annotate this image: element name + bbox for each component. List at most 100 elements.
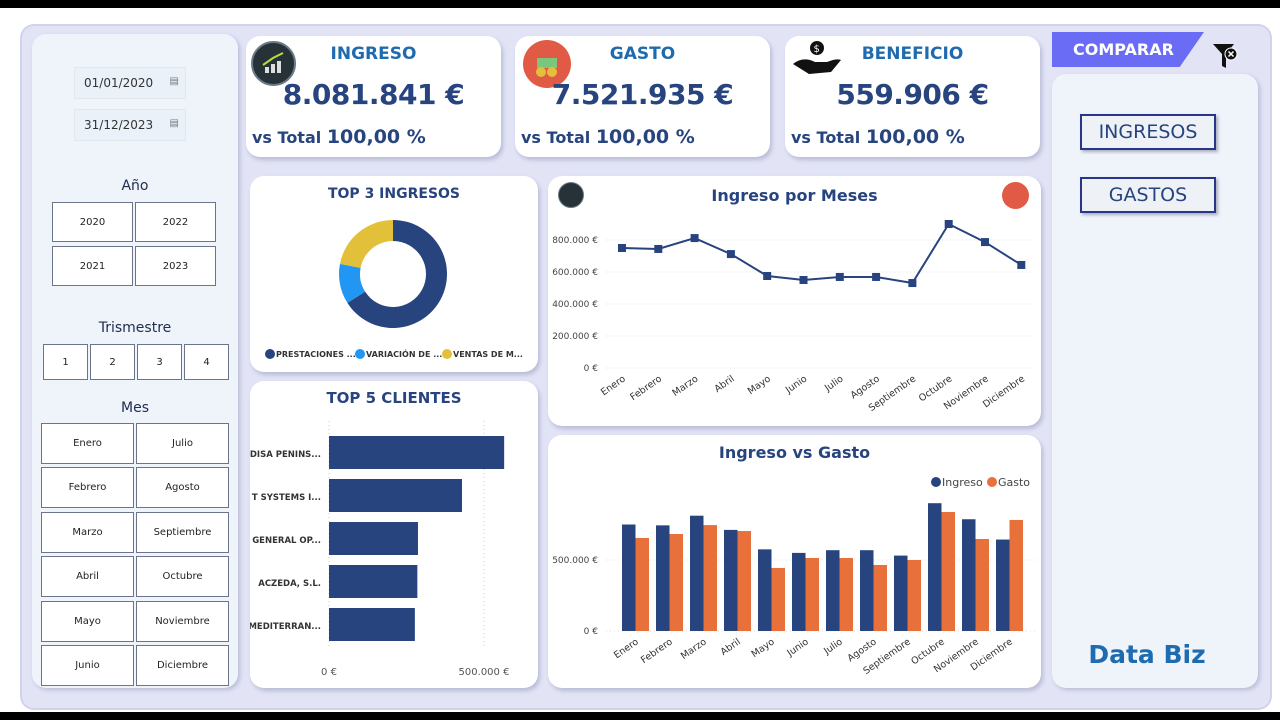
month-button-septiembre[interactable]: Septiembre (136, 511, 229, 553)
date-to-input[interactable]: 31/12/2023 ▤ (74, 109, 186, 141)
y-tick-label: 0 € (584, 627, 599, 637)
bar (329, 565, 418, 598)
x-tick-label: 0 € (321, 667, 337, 678)
bar-gasto (805, 558, 819, 631)
top5-clientes-card: TOP 5 CLIENTES 0 € 500.000 € DISA PENINS..… (250, 381, 538, 688)
y-tick-label: 400.000 € (552, 300, 598, 310)
date-to-value: 31/12/2023 (84, 118, 154, 132)
calendar-icon[interactable]: ▤ (169, 118, 179, 129)
month-button-junio[interactable]: Junio (41, 645, 134, 686)
donut-chart: PRESTACIONES ... VARIACIÓN DE ... VENTAS D… (265, 220, 523, 359)
bar-gasto (771, 567, 785, 631)
quarter-button-2[interactable]: 2 (90, 344, 135, 380)
legend-label: Gasto (998, 476, 1030, 489)
kpi-subtitle: vs Total 100,00 % (252, 126, 426, 148)
kpi-title: GASTO (609, 44, 676, 64)
year-button-2021[interactable]: 2021 (52, 246, 133, 286)
bar-gasto (907, 560, 921, 631)
bar-gasto (669, 534, 683, 631)
category-label: DISA PENINS... (250, 450, 321, 460)
brand-logo: Data Biz (1088, 640, 1206, 669)
filter-panel: 01/01/2020 ▤ 31/12/2023 ▤ Año 2020 2022 2021… (32, 34, 238, 688)
y-tick-label: 200.000 € (552, 332, 598, 342)
x-tick-label: Marzo (670, 373, 700, 399)
x-tick-label: Abril (719, 636, 743, 657)
calendar-icon[interactable]: ▤ (169, 76, 179, 87)
x-tick-label: Marzo (679, 636, 709, 662)
chart-title: Ingreso por Meses (711, 186, 878, 205)
donut-slice (347, 220, 447, 328)
x-tick-label: Julio (821, 636, 845, 657)
category-label: ACZEDA, S.L. (258, 579, 321, 589)
date-from-value: 01/01/2020 (84, 76, 154, 90)
bar-ingreso (826, 550, 840, 631)
growth-chart-icon (251, 41, 296, 86)
kpi-value: 7.521.935 € (551, 78, 734, 111)
month-label: Mes (121, 400, 149, 416)
year-button-2022[interactable]: 2022 (135, 202, 216, 242)
kpi-sub-label: vs Total (521, 128, 591, 147)
donut-slice (339, 220, 393, 268)
x-tick-label: 500.000 € (459, 667, 510, 678)
donut-slice (339, 263, 366, 303)
bar (329, 522, 418, 555)
month-button-febrero[interactable]: Febrero (41, 467, 134, 509)
bar-ingreso (792, 552, 806, 631)
data-point (944, 220, 953, 228)
x-tick-label: Febrero (639, 636, 675, 666)
gastos-button[interactable]: GASTOS (1080, 177, 1216, 213)
month-button-mayo[interactable]: Mayo (41, 600, 134, 642)
legend-marker (987, 477, 997, 487)
ingreso-vs-gasto-card: Ingreso vs Gasto 0 € 500.000 € Ingreso Gast… (548, 435, 1041, 688)
quarter-button-4[interactable]: 4 (184, 344, 229, 380)
month-button-octubre[interactable]: Octubre (136, 556, 229, 598)
bar (329, 479, 462, 512)
hand-dollar-icon: $ (791, 38, 843, 78)
compare-label: COMPARAR (1073, 40, 1174, 59)
compare-tab[interactable]: COMPARAR (1052, 32, 1204, 67)
bar-gasto (737, 531, 751, 631)
quarter-button-3[interactable]: 3 (137, 344, 182, 380)
compare-panel: INGRESOS GASTOS Data Biz (1052, 74, 1258, 688)
month-button-marzo[interactable]: Marzo (41, 511, 134, 553)
year-label: Año (121, 178, 149, 194)
month-button-enero[interactable]: Enero (41, 423, 134, 464)
x-tick-label: Febrero (628, 373, 664, 403)
kpi-ingreso: INGRESO 8.081.841 € vs Total 100,00 % (246, 36, 501, 157)
y-tick-label: 800.000 € (552, 236, 598, 246)
month-button-julio[interactable]: Julio (136, 423, 229, 464)
month-button-diciembre[interactable]: Diciembre (136, 645, 229, 686)
ingresos-button[interactable]: INGRESOS (1080, 114, 1216, 150)
year-button-2020[interactable]: 2020 (52, 202, 133, 242)
bar-ingreso (894, 555, 908, 631)
month-button-agosto[interactable]: Agosto (136, 467, 229, 509)
x-tick-label: Mayo (746, 373, 773, 397)
quarter-button-1[interactable]: 1 (43, 344, 88, 380)
x-tick-label: Junio (783, 373, 809, 396)
legend-marker (442, 349, 452, 359)
year-button-2023[interactable]: 2023 (135, 246, 216, 286)
line-chart: 0 € 200.000 € 400.000 € 600.000 € 800.000 € E… (552, 220, 1033, 414)
bar-ingreso (928, 503, 942, 631)
bar-gasto (1009, 519, 1023, 631)
data-point (618, 244, 626, 252)
category-label: MEDITERRAN... (250, 622, 321, 632)
growth-chart-icon[interactable] (558, 182, 584, 208)
legend-marker (355, 349, 365, 359)
bar-gasto (941, 512, 955, 631)
date-from-input[interactable]: 01/01/2020 ▤ (74, 67, 186, 99)
month-button-abril[interactable]: Abril (41, 556, 134, 598)
kpi-beneficio: $ BENEFICIO 559.906 € vs Total 100,00 % (785, 36, 1040, 157)
kpi-gasto: GASTO 7.521.935 € vs Total 100,00 % (515, 36, 770, 157)
x-tick-label: Enero (612, 636, 641, 661)
x-tick-label: Abril (713, 373, 737, 394)
data-point (835, 272, 844, 281)
chart-title: TOP 5 CLIENTES (326, 389, 462, 407)
bar (329, 436, 505, 469)
clear-filter-icon[interactable] (1212, 42, 1240, 70)
month-button-noviembre[interactable]: Noviembre (136, 600, 229, 642)
kpi-sub-value: 100,00 % (595, 126, 695, 148)
money-coins-icon[interactable] (1002, 182, 1029, 209)
bar-ingreso (860, 550, 874, 631)
